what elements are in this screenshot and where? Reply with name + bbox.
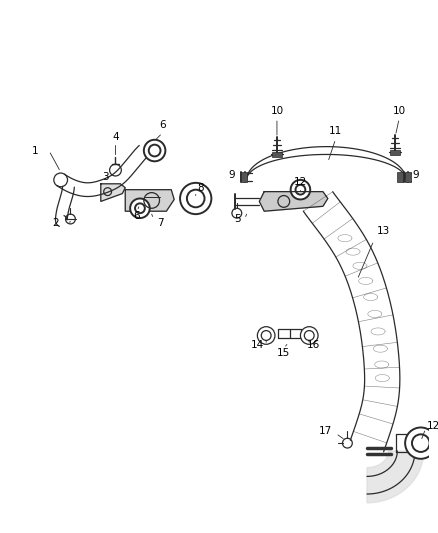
Text: 12: 12 — [294, 177, 307, 187]
Circle shape — [300, 327, 318, 344]
Text: 4: 4 — [112, 132, 119, 142]
Circle shape — [180, 183, 212, 214]
Text: 15: 15 — [277, 348, 290, 358]
Text: 9: 9 — [413, 170, 419, 180]
Circle shape — [130, 198, 150, 218]
Circle shape — [258, 327, 275, 344]
Text: 9: 9 — [229, 170, 235, 180]
Text: 2: 2 — [53, 218, 59, 228]
Circle shape — [291, 180, 310, 199]
Text: 7: 7 — [157, 218, 164, 228]
Bar — [272, 151, 282, 157]
Text: 1: 1 — [32, 146, 39, 156]
Bar — [405, 172, 411, 182]
Polygon shape — [101, 184, 125, 201]
Text: 14: 14 — [251, 340, 264, 350]
Text: 10: 10 — [270, 107, 283, 116]
Bar — [390, 150, 400, 156]
Circle shape — [144, 140, 166, 161]
Bar — [241, 172, 247, 182]
Polygon shape — [259, 192, 328, 211]
Bar — [397, 172, 403, 182]
Text: 16: 16 — [307, 340, 320, 350]
Text: 12: 12 — [427, 422, 438, 432]
Text: 11: 11 — [329, 126, 342, 136]
Text: 10: 10 — [393, 107, 406, 116]
Text: 17: 17 — [319, 426, 332, 437]
Text: 8: 8 — [197, 183, 204, 193]
Polygon shape — [125, 190, 174, 211]
Text: 5: 5 — [234, 214, 241, 224]
Text: 13: 13 — [377, 226, 390, 236]
Polygon shape — [367, 451, 424, 503]
Circle shape — [405, 427, 436, 459]
Text: 3: 3 — [102, 172, 109, 182]
Text: 6: 6 — [159, 120, 166, 130]
Text: 6: 6 — [134, 211, 140, 221]
